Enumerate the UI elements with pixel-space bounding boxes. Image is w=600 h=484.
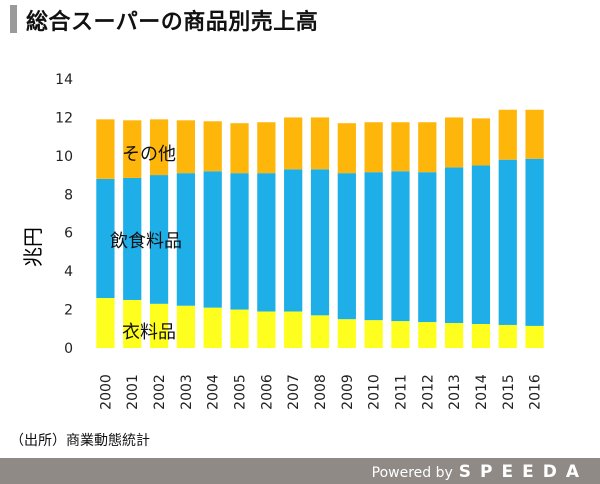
y-tick-label: 14: [55, 72, 73, 88]
bar-segment: [176, 173, 196, 306]
bar-segment: [96, 178, 115, 299]
bar-segment: [96, 298, 115, 348]
bar-segment: [364, 122, 383, 173]
footer-credit: Powered by SPEEDA: [372, 462, 588, 482]
bar-segment: [444, 167, 464, 324]
bar-segment: [418, 322, 437, 348]
series-label: 衣料品: [122, 322, 176, 343]
bar-segment: [498, 324, 517, 348]
bar-segment: [391, 122, 410, 172]
x-tick-label: 2006: [259, 374, 275, 410]
bar-segment: [498, 159, 517, 325]
bar-segment: [230, 123, 249, 174]
footer-brand: SPEEDA: [458, 462, 588, 482]
bar-segment: [391, 321, 410, 348]
bar-segment: [257, 311, 276, 348]
bar-segment: [444, 323, 464, 348]
bar-segment: [123, 120, 142, 178]
bar-segment: [525, 158, 544, 326]
bar-segment: [149, 119, 169, 176]
bar-segment: [149, 303, 169, 348]
footer-bar: Powered by SPEEDA: [0, 458, 600, 484]
x-tick-label: 2000: [98, 374, 114, 410]
bar-segment: [96, 119, 115, 179]
y-tick-label: 10: [55, 149, 73, 165]
bar-segment: [230, 309, 249, 348]
bar-segment: [498, 109, 517, 160]
x-tick-label: 2014: [474, 374, 490, 410]
bar-segment: [284, 311, 303, 348]
bar-segment: [230, 173, 249, 310]
bar-segment: [471, 165, 491, 324]
y-axis-label: 兆円: [21, 227, 45, 267]
y-tick-label: 8: [64, 187, 73, 203]
bar-segment: [123, 177, 142, 300]
series-label: その他: [122, 144, 176, 165]
x-tick-label: 2011: [393, 374, 409, 410]
y-axis: 0 2 4 6 8 10 12 14: [55, 72, 73, 357]
bar-segment: [418, 172, 437, 323]
bar-segment: [310, 315, 330, 348]
bar-segment: [471, 323, 491, 348]
y-tick-label: 6: [64, 226, 73, 242]
bar-segment: [203, 307, 222, 348]
x-tick-label: 2010: [367, 374, 383, 410]
bar-segment: [284, 117, 303, 170]
bars-group: [96, 109, 544, 348]
bar-segment: [123, 299, 142, 348]
bar-segment: [203, 171, 222, 308]
bar-segment: [525, 325, 544, 348]
title-accent-bar: [10, 5, 17, 33]
bar-segment: [418, 122, 437, 173]
x-tick-label: 2016: [528, 374, 544, 410]
x-axis: 2000 2001 2002 2003 2004 2005 2006 2007 2008 2009…: [98, 374, 543, 410]
x-tick-label: 2003: [179, 374, 195, 410]
x-tick-label: 2004: [206, 374, 222, 410]
series-label: 飲食料品: [110, 231, 182, 252]
bar-segment: [337, 173, 356, 320]
x-tick-label: 2007: [286, 374, 302, 410]
bar-segment: [257, 173, 276, 312]
bar-segment: [149, 175, 169, 304]
series-labels: 衣料品 飲食料品 その他: [110, 144, 182, 343]
x-tick-label: 2012: [420, 374, 436, 410]
x-tick-label: 2001: [125, 374, 141, 410]
y-tick-label: 2: [64, 303, 73, 319]
x-tick-label: 2015: [501, 374, 517, 410]
x-tick-label: 2009: [340, 374, 356, 410]
bar-segment: [364, 320, 383, 348]
footer-powered-text: Powered by: [371, 465, 453, 481]
bar-segment: [337, 319, 356, 348]
bar-segment: [203, 121, 222, 172]
bar-segment: [257, 122, 276, 174]
x-tick-label: 2013: [447, 374, 463, 410]
stacked-bar-chart: 0 2 4 6 8 10 12 14 2000 2001 2002 2003 2004 2005 2006…: [21, 72, 544, 410]
x-tick-label: 2008: [313, 374, 329, 410]
bar-segment: [364, 172, 383, 321]
y-tick-label: 0: [64, 341, 73, 357]
bar-segment: [471, 118, 491, 166]
bar-segment: [337, 123, 356, 174]
x-tick-label: 2005: [233, 374, 249, 410]
source-note: （出所）商業動態統計: [10, 433, 150, 449]
bar-segment: [176, 305, 196, 348]
chart-title: 総合スーパーの商品別売上高: [26, 10, 319, 35]
x-tick-label: 2002: [152, 374, 168, 410]
bar-segment: [310, 169, 330, 316]
bar-segment: [525, 109, 544, 159]
bar-segment: [176, 120, 196, 174]
bar-segment: [444, 117, 464, 168]
bar-segment: [310, 117, 330, 170]
y-tick-label: 12: [55, 110, 73, 126]
bar-segment: [391, 171, 410, 322]
y-tick-label: 4: [64, 264, 73, 280]
bar-segment: [284, 169, 303, 312]
